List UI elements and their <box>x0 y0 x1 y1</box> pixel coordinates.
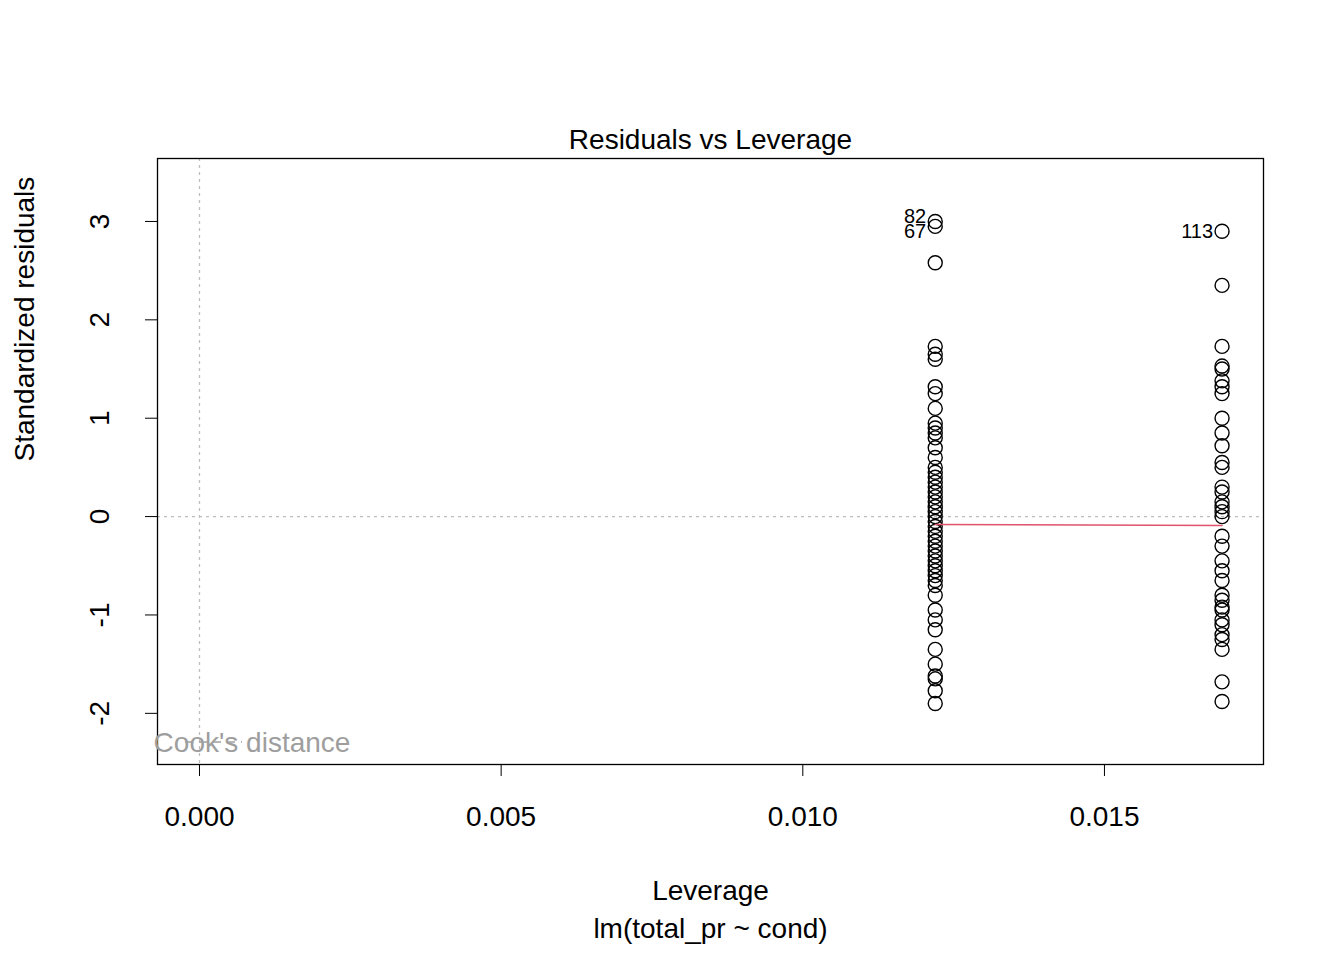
svg-text:0.000: 0.000 <box>164 801 234 832</box>
svg-text:3: 3 <box>84 214 115 230</box>
svg-text:0: 0 <box>84 509 115 525</box>
svg-text:0.015: 0.015 <box>1069 801 1139 832</box>
svg-text:Residuals vs Leverage: Residuals vs Leverage <box>569 124 852 155</box>
svg-text:0.010: 0.010 <box>768 801 838 832</box>
svg-text:Leverage: Leverage <box>652 875 769 906</box>
svg-text:82: 82 <box>904 204 927 227</box>
svg-text:-2: -2 <box>84 701 115 726</box>
svg-text:2: 2 <box>84 312 115 328</box>
svg-text:67: 67 <box>904 220 926 242</box>
svg-text:Cook's distance: Cook's distance <box>154 727 351 758</box>
svg-text:1: 1 <box>84 410 115 426</box>
svg-text:113: 113 <box>1181 220 1213 242</box>
svg-text:lm(total_pr ~ cond): lm(total_pr ~ cond) <box>593 913 827 944</box>
svg-text:-1: -1 <box>84 603 115 628</box>
svg-text:Standardized residuals: Standardized residuals <box>9 177 40 462</box>
svg-text:0.005: 0.005 <box>466 801 536 832</box>
